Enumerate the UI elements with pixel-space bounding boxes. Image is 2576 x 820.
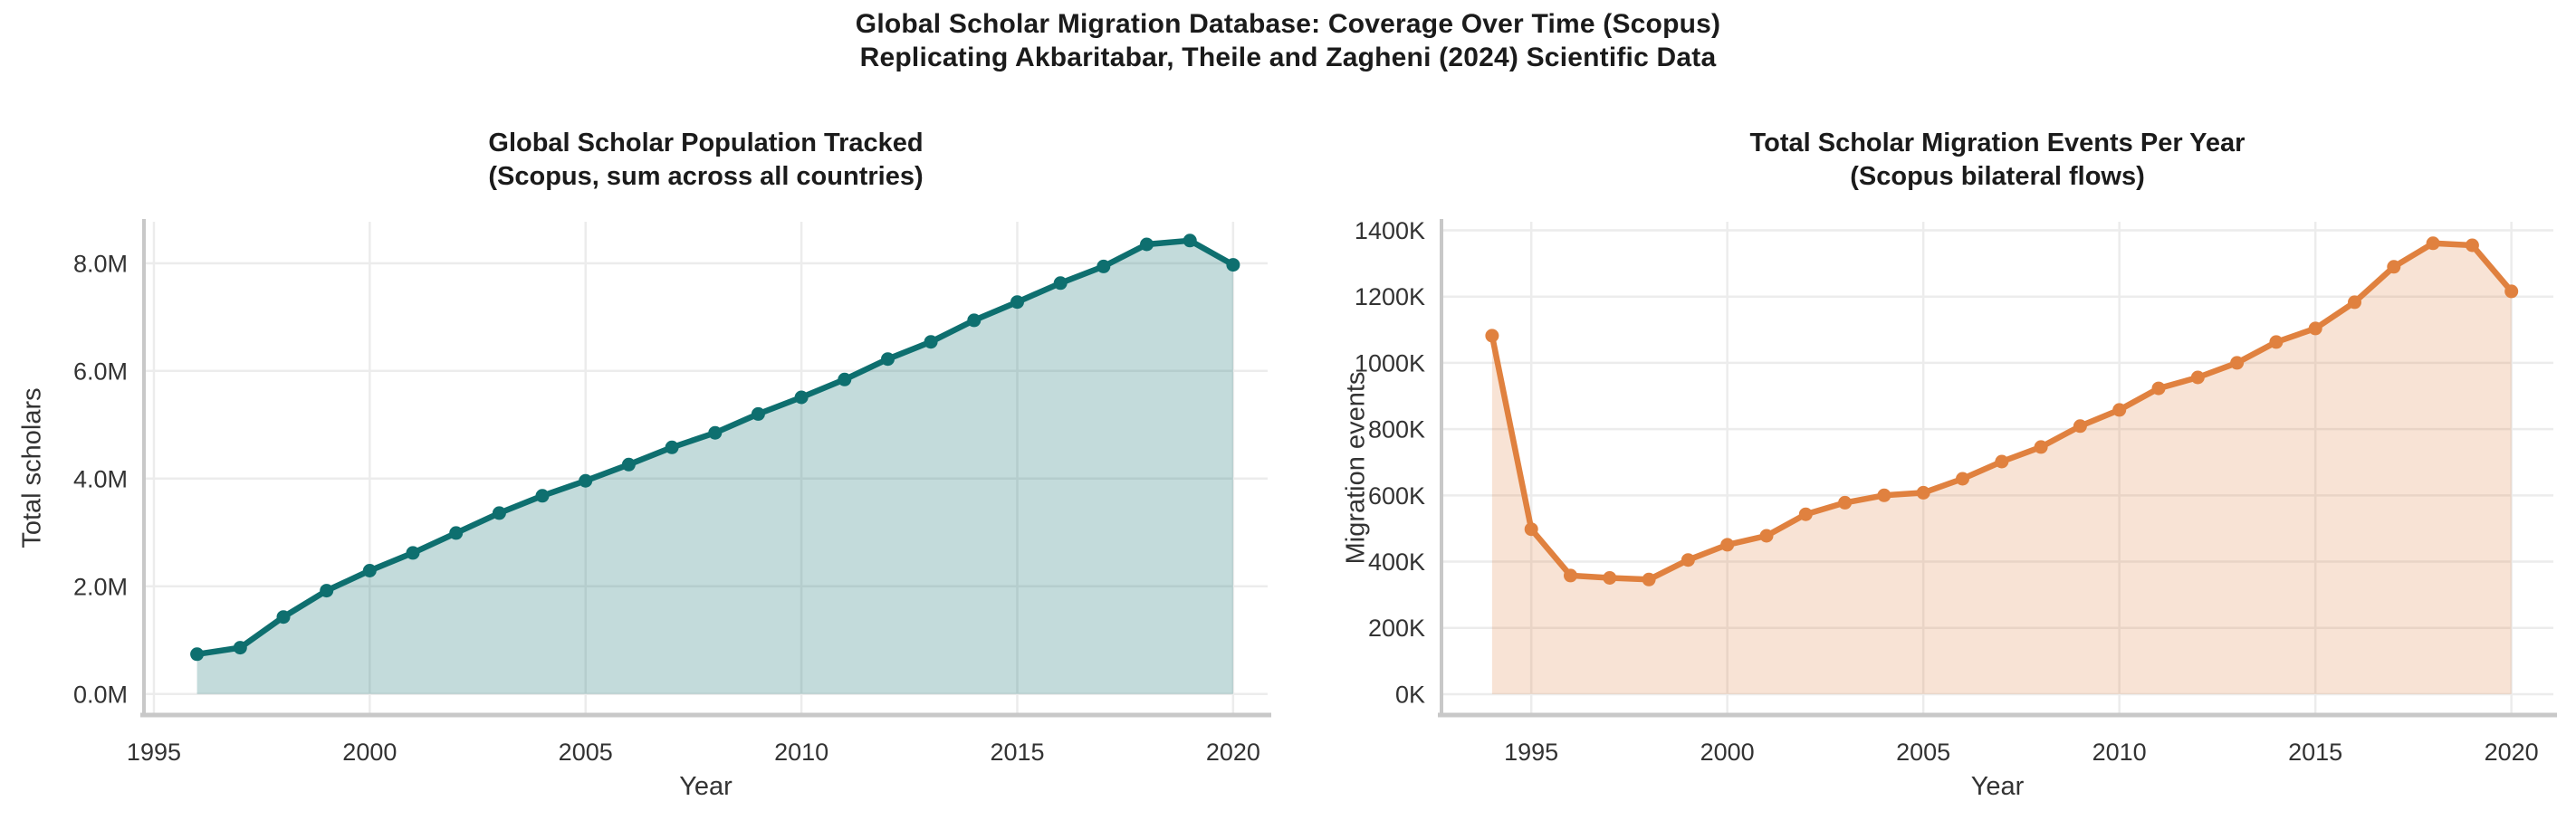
svg-text:2015: 2015 bbox=[990, 739, 1044, 766]
svg-text:2005: 2005 bbox=[559, 739, 613, 766]
x-tick-labels: 1995 2000 2005 2010 2015 2020 bbox=[127, 739, 1260, 766]
svg-text:400K: 400K bbox=[1368, 548, 1425, 576]
svg-text:2010: 2010 bbox=[2092, 739, 2147, 766]
data-points bbox=[190, 234, 1240, 662]
data-points bbox=[1485, 236, 2519, 586]
migration-events-ylabel: Migration events bbox=[1341, 371, 1371, 565]
svg-text:1200K: 1200K bbox=[1355, 283, 1425, 310]
svg-text:4.0M: 4.0M bbox=[73, 465, 128, 492]
svg-text:1000K: 1000K bbox=[1355, 349, 1425, 377]
migration-events-title: Total Scholar Migration Events Per Year … bbox=[1441, 127, 2553, 194]
figure-title: Global Scholar Migration Database: Cover… bbox=[0, 7, 2576, 74]
svg-text:1400K: 1400K bbox=[1355, 217, 1425, 244]
area-fill bbox=[1491, 243, 2512, 694]
svg-text:200K: 200K bbox=[1368, 615, 1425, 642]
svg-text:800K: 800K bbox=[1368, 416, 1425, 443]
svg-text:2.0M: 2.0M bbox=[73, 573, 128, 600]
svg-text:8.0M: 8.0M bbox=[73, 250, 128, 277]
migration-events-xlabel: Year bbox=[1970, 772, 2025, 801]
svg-text:1995: 1995 bbox=[1504, 739, 1558, 766]
svg-text:2010: 2010 bbox=[774, 739, 828, 766]
svg-text:2005: 2005 bbox=[1896, 739, 1950, 766]
figure-title-line1: Global Scholar Migration Database: Cover… bbox=[855, 9, 1721, 39]
svg-text:2000: 2000 bbox=[1700, 739, 1755, 766]
figure-title-line2: Replicating Akbaritabar, Theile and Zagh… bbox=[859, 43, 1717, 72]
migration-events-title-line1: Total Scholar Migration Events Per Year bbox=[1749, 129, 2246, 157]
x-tick-labels: 1995 2000 2005 2010 2015 2020 bbox=[1504, 739, 2539, 766]
svg-text:0.0M: 0.0M bbox=[73, 681, 128, 708]
scholar-population-xlabel: Year bbox=[679, 772, 733, 801]
migration-events-title-line2: (Scopus bilateral flows) bbox=[1850, 162, 2145, 191]
svg-text:2020: 2020 bbox=[1206, 739, 1260, 766]
y-tick-labels: 0.0M 2.0M 4.0M 6.0M 8.0M bbox=[73, 250, 128, 708]
svg-text:0K: 0K bbox=[1395, 681, 1425, 708]
scholar-population-title-line1: Global Scholar Population Tracked bbox=[488, 129, 924, 157]
svg-text:2020: 2020 bbox=[2485, 739, 2539, 766]
scholar-population-title: Global Scholar Population Tracked (Scopu… bbox=[144, 127, 1268, 194]
svg-text:1995: 1995 bbox=[127, 739, 181, 766]
y-tick-labels: 0K 200K 400K 600K 800K 1000K 1200K 1400K bbox=[1355, 217, 1425, 708]
scholar-population-title-line2: (Scopus, sum across all countries) bbox=[488, 162, 924, 191]
svg-text:2015: 2015 bbox=[2288, 739, 2342, 766]
svg-text:2000: 2000 bbox=[342, 739, 397, 766]
area-fill bbox=[196, 240, 1233, 694]
svg-text:6.0M: 6.0M bbox=[73, 358, 128, 385]
svg-text:600K: 600K bbox=[1368, 482, 1425, 510]
gridlines bbox=[1441, 222, 2553, 715]
